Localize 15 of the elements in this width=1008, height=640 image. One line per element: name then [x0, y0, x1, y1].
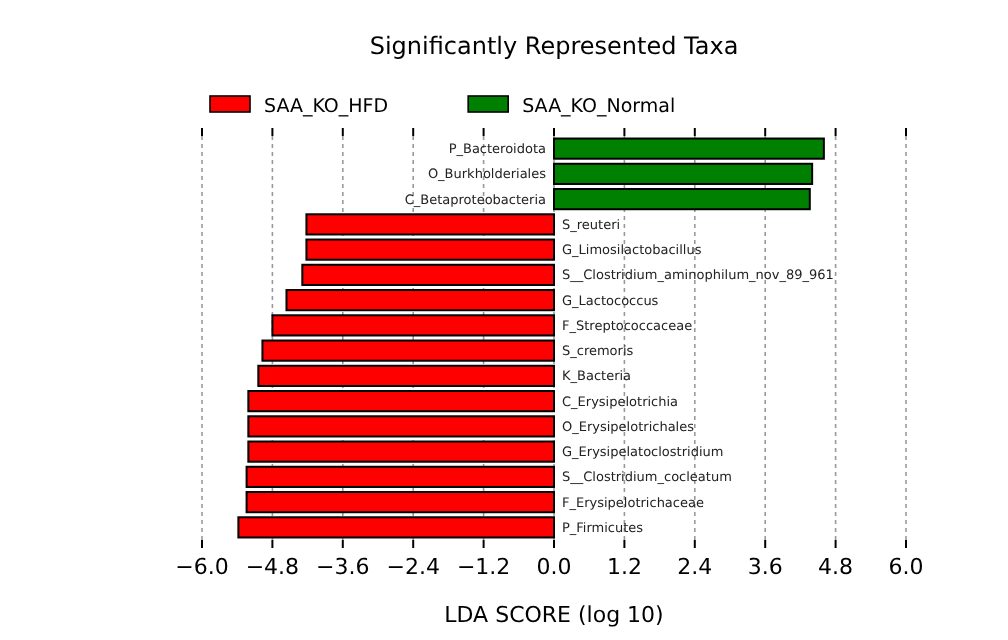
x-tick-label: 0.0: [536, 553, 572, 580]
x-axis-title: LDA SCORE (log 10): [444, 602, 664, 628]
x-tick-label: −1.2: [456, 553, 511, 580]
legend-label: SAA_KO_HFD: [264, 96, 389, 118]
x-tick-label: 6.0: [888, 553, 924, 580]
x-tick-label: −4.8: [245, 553, 300, 580]
x-tick-label: −3.6: [316, 553, 370, 580]
x-tick-label: −6.0: [175, 553, 229, 580]
x-tick-label: 3.6: [747, 553, 783, 580]
x-tick-label: −2.4: [386, 553, 440, 580]
x-tick-label: 4.8: [818, 553, 854, 580]
legend-label: SAA_KO_Normal: [522, 96, 676, 118]
x-tick-label: 2.4: [677, 553, 713, 580]
x-tick-label: 1.2: [606, 553, 642, 580]
chart-title: Significantly Represented Taxa: [369, 32, 739, 60]
